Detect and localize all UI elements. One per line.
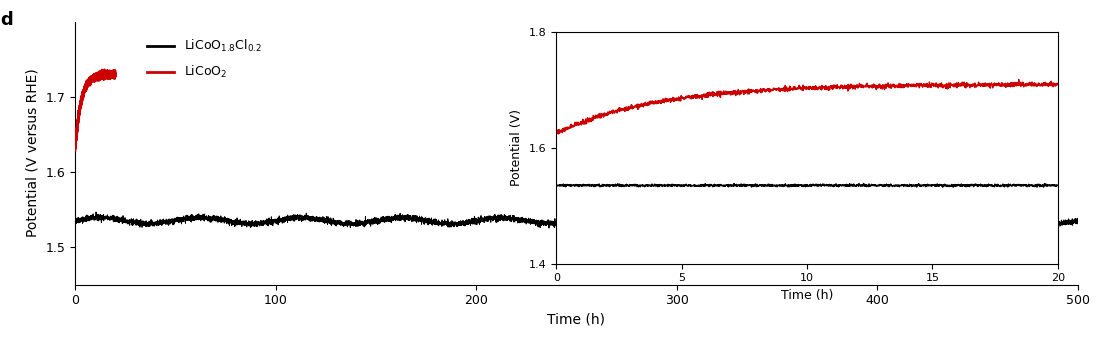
Text: d: d <box>0 11 12 29</box>
X-axis label: Time (h): Time (h) <box>547 313 606 327</box>
Y-axis label: Potential (V versus RHE): Potential (V versus RHE) <box>26 69 40 237</box>
Legend: LiCoO$_{1.8}$Cl$_{0.2}$, LiCoO$_2$: LiCoO$_{1.8}$Cl$_{0.2}$, LiCoO$_2$ <box>142 33 266 85</box>
